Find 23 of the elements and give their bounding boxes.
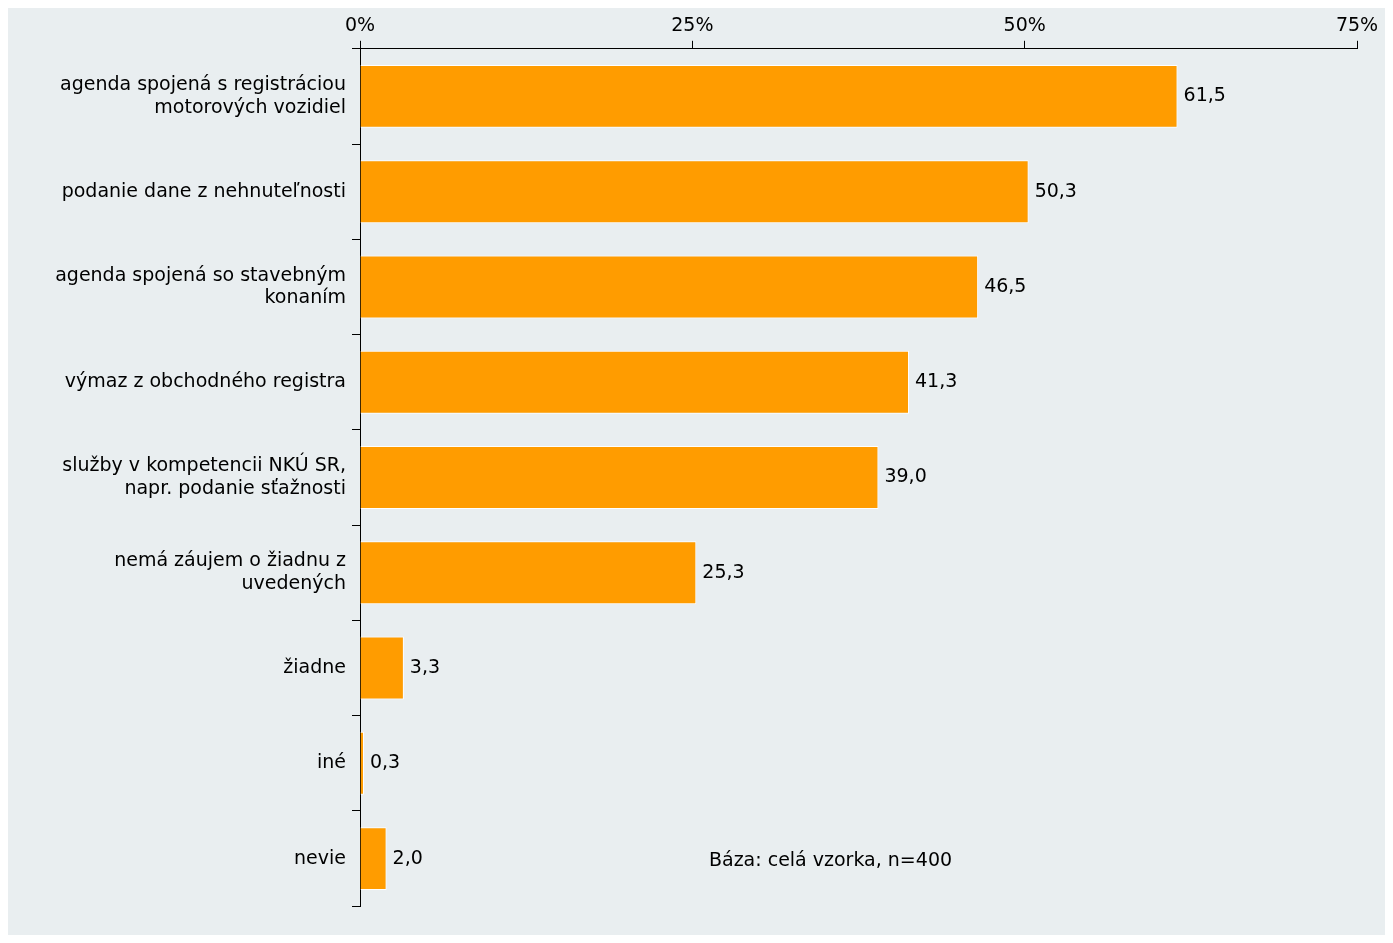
- y-tick-label: nemá záujem o žiadnu z uvedených: [114, 548, 347, 594]
- data-label: 46,5: [984, 273, 1027, 296]
- data-label: 61,5: [1183, 83, 1226, 106]
- annotation: Báza: celá vzorka, n=400: [708, 848, 953, 871]
- y-tick-label: nevie: [294, 845, 346, 868]
- data-label: 2,0: [392, 845, 423, 868]
- x-tick-label: 25%: [671, 13, 714, 36]
- x-tick-label: 50%: [1003, 13, 1046, 36]
- y-tick-label: výmaz z obchodného registra: [64, 369, 346, 392]
- data-label: 25,3: [702, 559, 745, 582]
- data-label: 50,3: [1034, 178, 1077, 201]
- x-tick-label: 75%: [1335, 13, 1379, 36]
- data-label: 39,0: [884, 464, 927, 487]
- y-tick-label: žiadne: [283, 654, 346, 677]
- data-label: 41,3: [915, 369, 958, 392]
- y-tick-label: agenda spojená so stavebným konaním: [55, 262, 346, 308]
- y-tick-label: podanie dane z nehnuteľnosti: [61, 178, 346, 201]
- data-label: 3,3: [409, 654, 441, 677]
- data-label: 0,3: [369, 750, 401, 773]
- y-tick-label: služby v kompetencii NKÚ SR, napr. podanie sťažnosti: [62, 452, 346, 498]
- y-tick-label: iné: [316, 750, 346, 773]
- y-tick-label: agenda spojená s registráciou motorových vozidiel: [59, 71, 346, 117]
- x-tick-label: 0%: [344, 13, 376, 36]
